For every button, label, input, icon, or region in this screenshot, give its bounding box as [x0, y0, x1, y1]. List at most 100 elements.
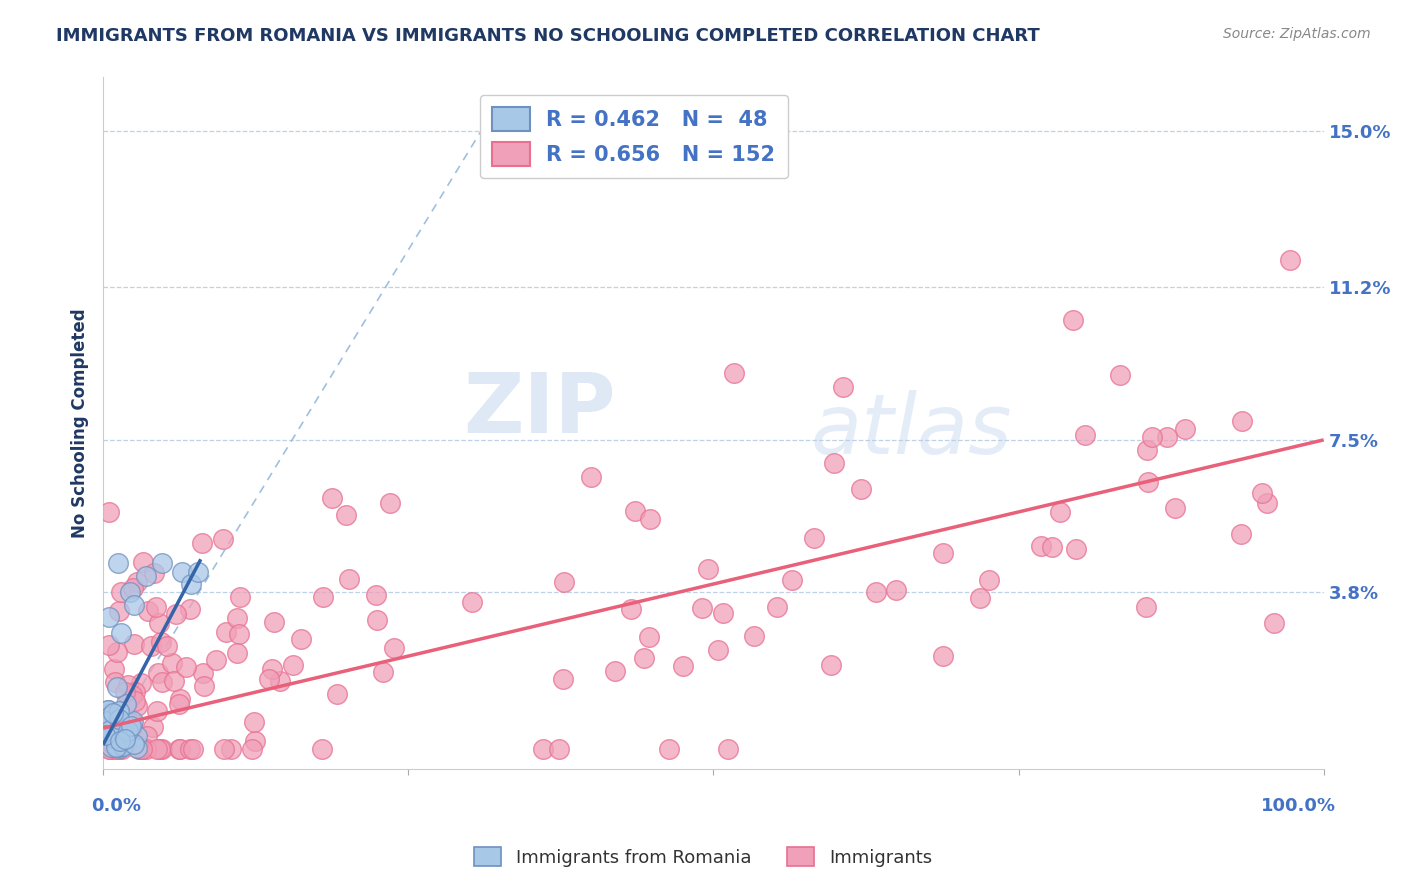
Point [98, 733, 121, 747]
Point [105, 723, 128, 738]
Point [243, 715, 266, 730]
Point [104, 675, 127, 690]
Legend: R = 0.462   N =  48, R = 0.656   N = 152: R = 0.462 N = 48, R = 0.656 N = 152 [479, 95, 787, 178]
Legend: Immigrants from Romania, Immigrants: Immigrants from Romania, Immigrants [467, 840, 939, 874]
Point [672, 659, 695, 673]
Point [169, 697, 191, 711]
Point [127, 729, 149, 743]
Point [103, 738, 125, 752]
Point [243, 734, 266, 748]
Point [94, 728, 117, 742]
Point [139, 639, 162, 653]
Point [460, 595, 482, 609]
Point [1074, 428, 1097, 442]
Point [117, 678, 139, 692]
Point [228, 627, 250, 641]
Point [380, 496, 402, 510]
Point [150, 557, 173, 571]
Point [932, 648, 955, 663]
Point [640, 512, 662, 526]
Text: atlas: atlas [811, 390, 1012, 471]
Point [977, 574, 1000, 588]
Point [101, 716, 124, 731]
Point [373, 665, 395, 679]
Point [124, 731, 146, 746]
Point [121, 720, 143, 734]
Point [167, 741, 190, 756]
Y-axis label: No Schooling Completed: No Schooling Completed [72, 309, 89, 538]
Point [103, 706, 125, 720]
Point [135, 741, 157, 756]
Text: 100.0%: 100.0% [1261, 797, 1336, 815]
Point [128, 741, 150, 756]
Point [105, 722, 128, 736]
Point [98, 741, 121, 756]
Point [832, 380, 855, 394]
Point [969, 591, 991, 606]
Point [179, 602, 201, 616]
Point [932, 546, 955, 560]
Point [1137, 475, 1160, 490]
Point [723, 366, 745, 380]
Point [124, 637, 146, 651]
Point [193, 679, 215, 693]
Text: Source: ZipAtlas.com: Source: ZipAtlas.com [1223, 27, 1371, 41]
Point [142, 566, 165, 580]
Point [149, 741, 172, 756]
Point [105, 741, 128, 756]
Point [169, 741, 191, 756]
Point [211, 532, 233, 546]
Point [125, 698, 148, 713]
Point [100, 740, 122, 755]
Point [179, 741, 201, 756]
Point [122, 737, 145, 751]
Point [98, 741, 121, 756]
Point [142, 719, 165, 733]
Point [122, 598, 145, 612]
Text: IMMIGRANTS FROM ROMANIA VS IMMIGRANTS NO SCHOOLING COMPLETED CORRELATION CHART: IMMIGRANTS FROM ROMANIA VS IMMIGRANTS NO… [56, 27, 1040, 45]
Point [112, 739, 135, 753]
Point [156, 639, 179, 653]
Point [94, 725, 117, 739]
Point [820, 657, 842, 672]
Point [335, 508, 357, 522]
Point [108, 734, 131, 748]
Point [131, 555, 153, 569]
Point [122, 714, 145, 729]
Point [884, 582, 907, 597]
Point [145, 741, 167, 756]
Point [108, 604, 131, 618]
Point [191, 536, 214, 550]
Point [169, 692, 191, 706]
Point [262, 662, 284, 676]
Point [193, 665, 215, 680]
Point [127, 574, 149, 589]
Point [111, 741, 134, 756]
Point [658, 741, 681, 756]
Point [311, 741, 333, 756]
Point [620, 601, 643, 615]
Point [1174, 422, 1197, 436]
Point [163, 674, 186, 689]
Point [187, 565, 209, 579]
Point [1140, 430, 1163, 444]
Point [150, 674, 173, 689]
Point [1136, 442, 1159, 457]
Point [229, 590, 252, 604]
Point [105, 722, 128, 736]
Point [103, 662, 125, 676]
Point [1040, 540, 1063, 554]
Text: 0.0%: 0.0% [91, 797, 141, 815]
Point [1250, 486, 1272, 500]
Point [165, 607, 187, 621]
Point [690, 601, 713, 615]
Point [98, 738, 121, 752]
Point [107, 557, 129, 571]
Point [1064, 541, 1087, 556]
Point [697, 561, 720, 575]
Point [98, 723, 121, 738]
Point [326, 687, 349, 701]
Point [98, 638, 121, 652]
Point [312, 590, 335, 604]
Point [98, 719, 121, 733]
